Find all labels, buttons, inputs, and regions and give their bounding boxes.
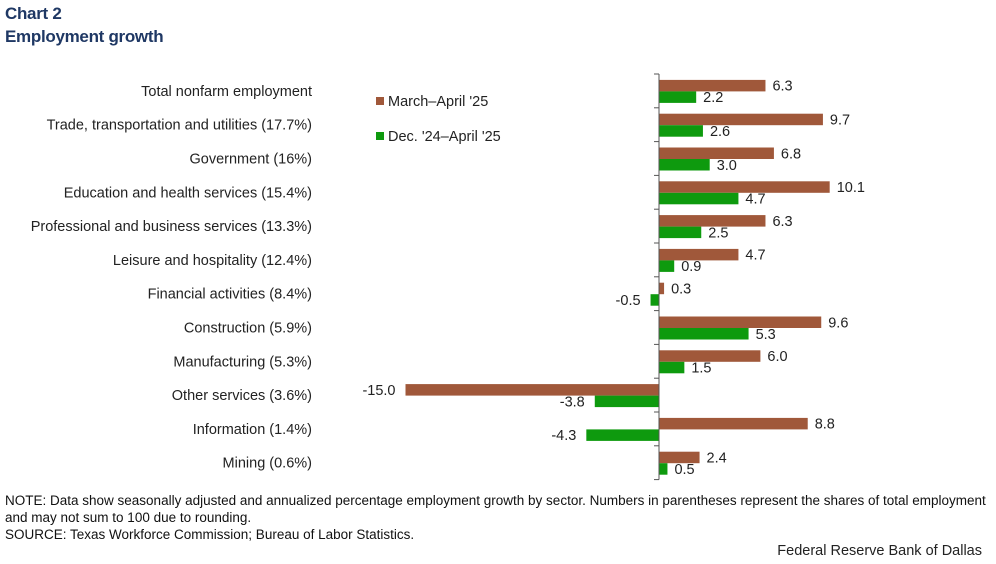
chart-footnote: NOTE: Data show seasonally adjusted and … <box>5 492 990 543</box>
bar-dec-april <box>659 91 697 103</box>
bar-dec-april <box>659 192 739 205</box>
bar-dec-april <box>594 395 659 408</box>
bar-march-april <box>659 316 822 328</box>
category-label: Manufacturing (5.3%) <box>173 354 312 370</box>
data-label: -3.8 <box>560 394 585 410</box>
data-label: 6.8 <box>781 146 801 162</box>
category-label: Leisure and hospitality (12.4%) <box>113 253 312 269</box>
data-label: 3.0 <box>717 158 737 174</box>
category-label: Mining (0.6%) <box>223 456 312 472</box>
data-label: -15.0 <box>362 383 395 399</box>
data-label: 9.7 <box>830 112 850 128</box>
bar-dec-april <box>659 463 668 475</box>
data-label: 2.6 <box>710 124 730 140</box>
bar-dec-april <box>659 159 710 171</box>
legend-swatch-dec-april <box>376 132 384 140</box>
bar-dec-april <box>659 260 675 272</box>
data-label: 1.5 <box>691 361 711 377</box>
source-text: SOURCE: Texas Workforce Commission; Bure… <box>5 527 415 542</box>
data-label: 0.3 <box>671 281 691 297</box>
bar-dec-april <box>586 429 659 441</box>
bar-march-april <box>659 282 665 295</box>
bar-march-april <box>659 113 823 126</box>
data-label: 0.5 <box>674 462 694 478</box>
chart-number: Chart 2 <box>5 4 62 23</box>
bar-march-april <box>659 215 766 227</box>
data-label: 9.6 <box>828 315 848 331</box>
category-label: Total nonfarm employment <box>141 84 312 100</box>
data-label: 4.7 <box>745 248 765 264</box>
credit-text: Federal Reserve Bank of Dallas <box>777 543 982 559</box>
chart-title-block: Chart 2 Employment growth <box>5 2 164 48</box>
data-label: 10.1 <box>837 180 865 196</box>
data-label: -0.5 <box>616 293 641 309</box>
bar-dec-april <box>659 226 702 239</box>
data-label: 2.2 <box>703 90 723 106</box>
bar-dec-april <box>650 294 659 306</box>
bar-march-april <box>659 147 774 159</box>
data-label: 2.4 <box>707 450 727 466</box>
legend-label: March–April '25 <box>388 94 488 110</box>
bar-chart: Total nonfarm employment Trade, transport… <box>31 73 865 481</box>
category-label: Information (1.4%) <box>193 422 312 438</box>
note-text: NOTE: Data show seasonally adjusted and … <box>5 493 986 525</box>
data-label: 8.8 <box>815 417 835 433</box>
category-label: Education and health services (15.4%) <box>64 185 312 201</box>
data-label: -4.3 <box>551 428 576 444</box>
category-label: Other services (3.6%) <box>172 388 312 404</box>
legend-label: Dec. '24–April '25 <box>388 129 501 145</box>
bar-march-april <box>659 79 766 92</box>
data-label: 5.3 <box>756 327 776 343</box>
bar-march-april <box>659 181 830 193</box>
category-label: Trade, transportation and utilities (17.… <box>47 118 312 134</box>
data-label: 6.3 <box>772 79 792 95</box>
chart-title: Employment growth <box>5 27 164 46</box>
bar-march-april <box>659 248 739 261</box>
category-label: Construction (5.9%) <box>184 321 312 337</box>
data-label: 0.9 <box>681 259 701 275</box>
bar-march-april <box>405 384 659 396</box>
data-label: 6.0 <box>767 349 787 365</box>
bar-dec-april <box>659 328 749 340</box>
bar-march-april <box>659 417 808 430</box>
bar-dec-april <box>659 361 685 374</box>
legend-swatch-march-april <box>376 97 384 105</box>
bar-march-april <box>659 350 761 362</box>
category-label: Government (16%) <box>190 152 313 168</box>
category-label: Financial activities (8.4%) <box>148 287 312 303</box>
data-label: 6.3 <box>772 214 792 230</box>
bar-march-april <box>659 451 700 464</box>
category-label: Professional and business services (13.3… <box>31 219 312 235</box>
bar-dec-april <box>659 125 703 137</box>
data-label: 2.5 <box>708 225 728 241</box>
data-label: 4.7 <box>745 192 765 208</box>
